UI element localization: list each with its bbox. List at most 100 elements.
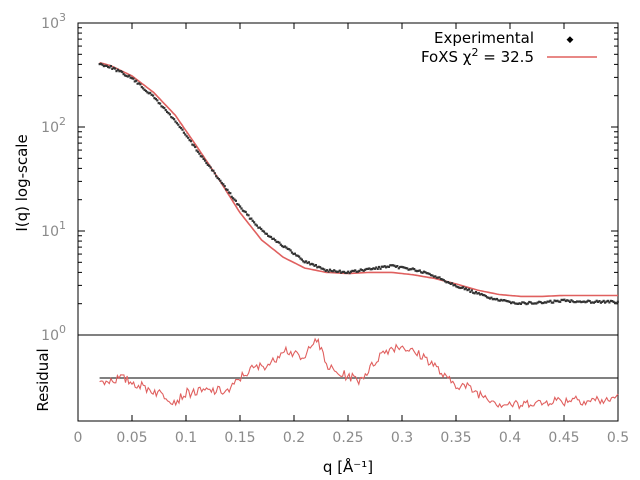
experimental-point (146, 91, 149, 94)
experimental-point (232, 197, 235, 200)
experimental-point (298, 255, 301, 258)
experimental-point (594, 300, 597, 303)
experimental-point (533, 302, 536, 305)
experimental-point (222, 183, 225, 186)
experimental-point (109, 65, 112, 68)
experimental-point (143, 88, 146, 91)
experimental-point (272, 237, 275, 240)
series-residual-line (99, 337, 619, 410)
experimental-point (383, 265, 386, 268)
experimental-point (510, 302, 513, 305)
experimental-point (307, 261, 310, 264)
experimental-point (487, 296, 490, 299)
experimental-point (493, 297, 496, 301)
x-tick-label: 0.1 (175, 430, 197, 446)
experimental-point (463, 288, 466, 291)
x-tick-label: 0.15 (224, 430, 255, 446)
experimental-point (605, 300, 608, 303)
experimental-point (504, 299, 507, 302)
experimental-point (223, 185, 226, 188)
experimental-point (567, 299, 570, 302)
experimental-point (401, 266, 405, 269)
experimental-point (476, 292, 479, 295)
experimental-point (564, 299, 567, 303)
experimental-point (425, 272, 428, 275)
experimental-point (121, 70, 124, 74)
legend: Experimental ◆ FoXS χ2 = 32.5 (421, 29, 597, 66)
experimental-point (472, 291, 475, 294)
experimental-point (615, 302, 618, 305)
experimental-point (227, 191, 230, 194)
experimental-point (456, 286, 459, 289)
x-tick-label: 0.25 (332, 430, 363, 446)
experimental-point (448, 281, 451, 284)
experimental-point (206, 163, 209, 166)
experimental-point (508, 300, 511, 303)
experimental-point (278, 241, 281, 244)
experimental-point (150, 93, 153, 96)
experimental-point (531, 302, 534, 305)
experimental-point (455, 285, 458, 288)
experimental-point (577, 300, 580, 303)
experimental-point (511, 301, 514, 304)
experimental-point (500, 298, 503, 301)
experimental-point (441, 278, 444, 281)
experimental-point (243, 210, 246, 213)
experimental-point (591, 301, 594, 304)
experimental-point (342, 270, 346, 273)
experimental-point (240, 207, 243, 210)
q-axis: 0 0.05 0.1 0.15 0.2 0.25 0.3 0.35 0.4 0.45 0.5 (74, 23, 629, 446)
experimental-point (114, 67, 117, 70)
experimental-point (248, 217, 251, 220)
experimental-point (434, 275, 437, 278)
experimental-point (400, 265, 403, 268)
experimental-point (130, 77, 134, 80)
experimental-point (535, 302, 538, 305)
experimental-point (424, 271, 427, 274)
experimental-point (319, 266, 322, 269)
experimental-point (413, 268, 416, 271)
experimental-point (173, 118, 176, 121)
experimental-point (244, 210, 247, 214)
experimental-point (556, 299, 559, 302)
experimental-point (386, 265, 389, 268)
experimental-point (112, 66, 115, 69)
experimental-point (590, 301, 593, 304)
experimental-point (171, 117, 174, 120)
experimental-point (234, 199, 237, 202)
experimental-point (394, 265, 397, 268)
experimental-point (321, 267, 324, 270)
experimental-point (262, 230, 266, 233)
experimental-point (215, 175, 218, 178)
experimental-point (459, 286, 462, 290)
experimental-point (285, 246, 288, 249)
experimental-point (160, 105, 163, 108)
experimental-point (174, 120, 177, 123)
experimental-point (354, 269, 357, 272)
experimental-point (355, 270, 358, 273)
experimental-point (561, 298, 565, 302)
experimental-point (362, 269, 365, 272)
experimental-point (587, 299, 590, 302)
experimental-point (477, 292, 480, 295)
experimental-point (275, 240, 278, 243)
experimental-point (199, 155, 202, 158)
experimental-point (546, 300, 549, 303)
y-tick-label: 100 (41, 323, 66, 344)
experimental-point (467, 288, 471, 291)
experimental-point (119, 70, 122, 73)
experimental-point (123, 74, 127, 77)
experimental-point (427, 272, 430, 275)
experimental-point (209, 166, 212, 169)
y-tick-label: 102 (41, 115, 66, 136)
experimental-point (522, 301, 525, 304)
experimental-point (316, 266, 319, 269)
experimental-point (163, 106, 166, 110)
experimental-point (365, 267, 368, 271)
experimental-point (142, 87, 145, 90)
experimental-point (140, 86, 143, 89)
experimental-point (437, 276, 440, 279)
experimental-point (392, 264, 395, 267)
experimental-point (251, 219, 254, 222)
